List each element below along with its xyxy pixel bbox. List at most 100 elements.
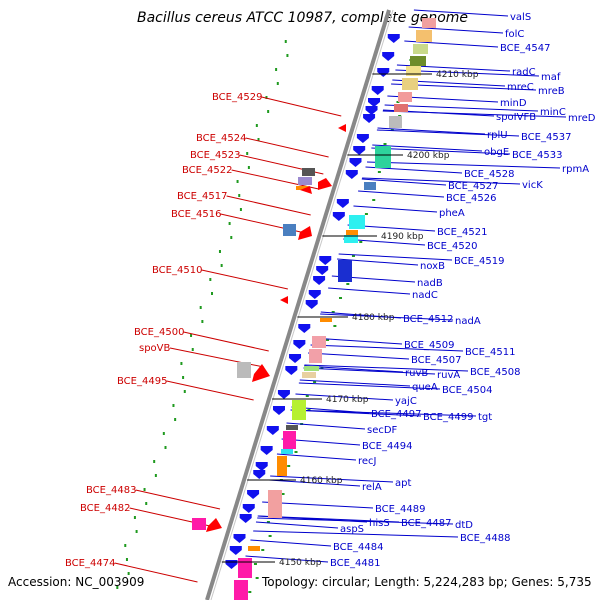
- leader-line: [183, 331, 269, 352]
- forward-gene-label: rpmA: [562, 164, 589, 175]
- reverse-gene-label: BCE_4495: [117, 376, 167, 387]
- forward-gene-label: ruvA: [437, 370, 460, 381]
- gene-arrow: [365, 106, 378, 115]
- leader-line: [320, 313, 454, 321]
- gene-arrow: [247, 490, 260, 499]
- gc-dot: [228, 222, 231, 225]
- gene-arrow: [338, 124, 346, 132]
- gene-box: [416, 30, 432, 42]
- forward-gene-label: obgE: [484, 147, 509, 158]
- gene-arrow: [382, 52, 395, 61]
- leader-line: [276, 453, 357, 461]
- gene-arrow: [313, 276, 326, 285]
- leader-line: [328, 287, 411, 295]
- leader-line: [384, 104, 539, 112]
- gc-dot: [276, 82, 279, 85]
- reverse-gene-label: BCE_4500: [134, 327, 184, 338]
- gc-dot: [116, 586, 119, 589]
- gene-box: [296, 186, 308, 190]
- gene-box: [349, 215, 365, 229]
- reverse-gene-label: BCE_4516: [171, 209, 221, 220]
- label-leader-lines: [114, 9, 567, 583]
- gc-dot: [286, 54, 289, 57]
- gc-dot: [390, 129, 394, 131]
- forward-gene-label: BCE_4520: [427, 241, 477, 252]
- forward-gene-label: BCE_4533: [512, 150, 562, 161]
- gene-arrow: [377, 68, 390, 77]
- reverse-gene-label: BCE_4482: [80, 503, 130, 514]
- reverse-gene-label: BCE_4474: [65, 558, 115, 569]
- gene-box: [277, 456, 287, 476]
- gene-arrow: [266, 426, 279, 435]
- gene-box: [338, 260, 352, 282]
- gc-dot: [236, 180, 239, 183]
- gc-dot: [230, 236, 233, 239]
- forward-gene-label: hisS: [369, 518, 390, 529]
- gene-box: [292, 400, 306, 420]
- gene-box: [422, 18, 436, 28]
- leader-line: [308, 352, 410, 360]
- gc-dot: [383, 143, 387, 145]
- gc-dot: [313, 381, 317, 383]
- gene-box: [312, 336, 326, 348]
- gc-dot: [190, 334, 193, 337]
- gene-arrow: [345, 170, 358, 179]
- forward-gene-label: spoIVFB: [496, 112, 536, 123]
- gene-arrow: [371, 86, 384, 95]
- tick-label: 4180 kbp: [352, 313, 395, 323]
- gene-arrow: [242, 504, 255, 513]
- gc-dot: [255, 124, 258, 127]
- forward-gene-label: mreD: [568, 113, 596, 124]
- forward-gene-label: pheA: [439, 208, 465, 219]
- gene-box: [192, 518, 206, 530]
- leader-line: [268, 479, 361, 487]
- forward-gene-label: BCE_4494: [362, 441, 412, 452]
- forward-gene-label: nadB: [417, 278, 443, 289]
- gc-dot: [266, 521, 270, 523]
- gene-arrow: [318, 178, 332, 190]
- leader-line: [312, 337, 403, 345]
- gene-arrow: [336, 199, 349, 208]
- gene-arrow: [298, 324, 311, 333]
- tick-label: 4190 kbp: [381, 232, 424, 242]
- reverse-gene-label: BCE_4483: [86, 485, 136, 496]
- gc-dot: [372, 199, 376, 201]
- gene-arrow: [253, 470, 266, 479]
- forward-gene-label: BCE_4504: [442, 385, 492, 396]
- gene-box: [364, 182, 376, 190]
- forward-gene-arrows: [225, 34, 400, 569]
- gc-dot: [191, 348, 194, 351]
- gc-dot: [172, 404, 175, 407]
- gc-dot: [267, 110, 270, 113]
- gene-arrow: [300, 186, 312, 194]
- forward-gene-label: BCE_4481: [330, 558, 380, 569]
- position-ticks: 4210 kbp 4200 kbp 4190 kbp 4180 kbp 4170 kbp…: [221, 70, 479, 568]
- reverse-gene-label: BCE_4529: [212, 92, 262, 103]
- gene-arrow: [272, 406, 285, 415]
- gc-dot: [127, 572, 130, 575]
- leader-line: [413, 9, 509, 17]
- gc-dot: [284, 40, 287, 43]
- gc-dot: [320, 367, 324, 369]
- leader-line: [310, 344, 464, 352]
- forward-gene-label: BCE_4507: [411, 355, 461, 366]
- forward-gene-label: BCE_4528: [464, 169, 514, 180]
- gc-dot: [143, 488, 146, 491]
- gene-arrow: [332, 212, 345, 221]
- gene-arrow: [356, 134, 369, 143]
- leader-line: [290, 409, 477, 417]
- reverse-gene-label: BCE_4522: [182, 165, 232, 176]
- forward-gene-label: noxB: [420, 261, 445, 272]
- gene-arrow: [349, 158, 362, 167]
- gene-box: [320, 318, 332, 322]
- gene-arrow: [280, 296, 288, 304]
- gc-dot: [333, 325, 337, 327]
- gc-dot: [364, 213, 368, 215]
- forward-gene-label: BCE_4509: [404, 340, 454, 351]
- forward-gene-label: BCE_4497: [371, 409, 421, 420]
- gc-dot: [153, 460, 156, 463]
- forward-gene-label: minC: [540, 107, 566, 118]
- gene-arrow: [305, 300, 318, 309]
- gene-box: [344, 235, 358, 243]
